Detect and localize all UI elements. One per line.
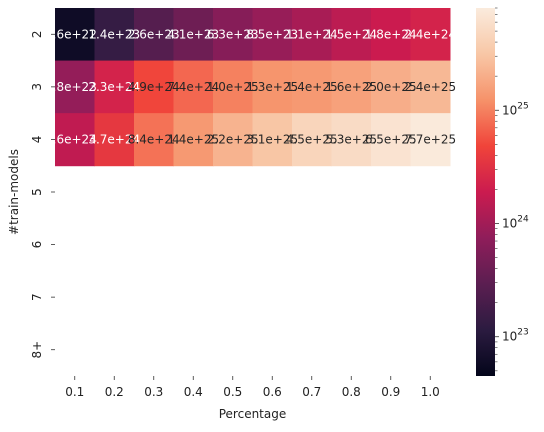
heatmap-cell-label: 4.9e+24 xyxy=(128,80,180,94)
heatmap-cell xyxy=(134,60,174,114)
heatmap-cell xyxy=(252,8,293,62)
heatmap-cell-label: 5.3e+25 xyxy=(325,132,377,146)
x-tick-label: 0.4 xyxy=(184,385,203,399)
heatmap-cell-label: 3.7e+24 xyxy=(88,132,140,146)
heatmap-cell xyxy=(134,8,174,62)
y-tick-label: 4 xyxy=(30,136,44,144)
heatmap-cell-label: 1.4e+25 xyxy=(286,80,338,94)
colorbar-ticks: 1023 1024 1025 xyxy=(495,7,529,372)
x-tick-label: 0.7 xyxy=(302,385,321,399)
heatmap-cell-label: 2.3e+24 xyxy=(88,80,140,94)
heatmap-cell-label: 1.4e+23 xyxy=(88,27,140,41)
heatmap-cell-label: 6.3e+23 xyxy=(207,27,259,41)
heatmap-cell-label: 1.1e+24 xyxy=(286,27,338,41)
heatmap-cell xyxy=(94,60,135,114)
heatmap-cell-label: 2.2e+25 xyxy=(207,132,259,146)
heatmap-cell xyxy=(292,60,332,114)
heatmap-cell-label: 1.5e+24 xyxy=(325,27,377,41)
heatmap-cell-label: 6.5e+25 xyxy=(365,132,417,146)
heatmap-cell xyxy=(371,60,411,114)
y-tick-label: 2 xyxy=(30,30,44,38)
colorbar-tick-exponent: 24 xyxy=(517,214,529,224)
heatmap-cell-label: 7.4e+24 xyxy=(167,80,219,94)
heatmap-cell xyxy=(173,60,214,114)
heatmap-cell-label: 8.4e+24 xyxy=(128,132,180,146)
heatmap-cell xyxy=(213,113,253,167)
heatmap-cell xyxy=(371,113,411,167)
heatmap-cell xyxy=(94,113,135,167)
heatmap-cell-label: 1.4e+25 xyxy=(167,132,219,146)
y-tick-label: 7 xyxy=(30,293,44,301)
x-tick-label: 0.1 xyxy=(65,385,84,399)
heatmap-cell-label: 1.6e+25 xyxy=(325,80,377,94)
heatmap-cell-label: 7.7e+25 xyxy=(404,132,456,146)
heatmap-cell-label: 1.3e+25 xyxy=(246,80,298,94)
colorbar-tick-label: 1024 xyxy=(502,214,529,230)
colorbar-tick-label: 1023 xyxy=(502,328,529,344)
heatmap-cell xyxy=(94,8,135,62)
y-axis-label: #train-models xyxy=(7,149,21,235)
heatmap-cell xyxy=(252,113,293,167)
heatmap-cell-label: 4.5e+25 xyxy=(286,132,338,146)
heatmap-cell xyxy=(410,60,451,114)
x-tick-label: 0.5 xyxy=(223,385,242,399)
heatmap-cell xyxy=(331,60,372,114)
heatmap-cell-labels: .6e+221.4e+232.6e+234.1e+236.3e+238.5e+2… xyxy=(53,27,456,146)
x-tick-label: 0.6 xyxy=(263,385,282,399)
x-tick-label: 0.2 xyxy=(105,385,124,399)
heatmap-cell-label: 8.5e+23 xyxy=(246,27,298,41)
heatmap-cell xyxy=(173,113,214,167)
heatmap-cell-label: 1.8e+24 xyxy=(365,27,417,41)
heatmap-cell xyxy=(173,8,214,62)
heatmap-cell-label: 1.0e+25 xyxy=(207,80,259,94)
heatmap-cell xyxy=(213,60,253,114)
heatmap-cell-label: .8e+23 xyxy=(53,80,97,94)
heatmap-cell-label: 4.1e+23 xyxy=(167,27,219,41)
heatmap-cell xyxy=(55,60,95,114)
heatmap-cell xyxy=(134,113,174,167)
heatmap-cell xyxy=(292,8,332,62)
y-tick-label: 6 xyxy=(30,241,44,249)
y-tick-label: 5 xyxy=(30,188,44,196)
heatmap-cell-label: .6e+24 xyxy=(53,132,97,146)
heatmap-cell-label: .6e+22 xyxy=(53,27,97,41)
heatmap-cell-label: 2.4e+24 xyxy=(404,27,456,41)
y-axis: 2 3 4 5 6 7 8+ xyxy=(30,30,55,359)
heatmap-cells xyxy=(55,8,451,167)
y-tick-label: 8+ xyxy=(30,341,44,359)
x-axis: 0.1 0.2 0.3 0.4 0.5 0.6 0.7 0.8 0.9 1.0 xyxy=(65,376,440,399)
y-tick-label: 3 xyxy=(30,83,44,91)
heatmap-cell-label: 3.1e+25 xyxy=(246,132,298,146)
heatmap-cell xyxy=(410,113,451,167)
heatmap-cell-label: 2.4e+25 xyxy=(404,80,456,94)
heatmap-cell-label: 2.0e+25 xyxy=(365,80,417,94)
heatmap-cell-label: 2.6e+23 xyxy=(128,27,180,41)
heatmap-cell xyxy=(252,60,293,114)
x-tick-label: 0.3 xyxy=(144,385,163,399)
colorbar-tick-label: 1025 xyxy=(502,101,529,117)
heatmap-cell xyxy=(213,8,253,62)
heatmap-cell xyxy=(371,8,411,62)
heatmap-cell xyxy=(55,8,95,62)
heatmap-cell xyxy=(292,113,332,167)
colorbar xyxy=(476,8,495,376)
heatmap-cell xyxy=(410,8,451,62)
x-axis-label: Percentage xyxy=(219,407,287,421)
x-tick-label: 0.9 xyxy=(381,385,400,399)
colorbar-tick-exponent: 23 xyxy=(517,328,528,338)
heatmap-cell xyxy=(331,113,372,167)
x-tick-label: 0.8 xyxy=(342,385,361,399)
heatmap-cell xyxy=(331,8,372,62)
colorbar-tick-exponent: 25 xyxy=(517,101,528,111)
x-tick-label: 1.0 xyxy=(421,385,440,399)
heatmap-cell xyxy=(55,113,95,167)
